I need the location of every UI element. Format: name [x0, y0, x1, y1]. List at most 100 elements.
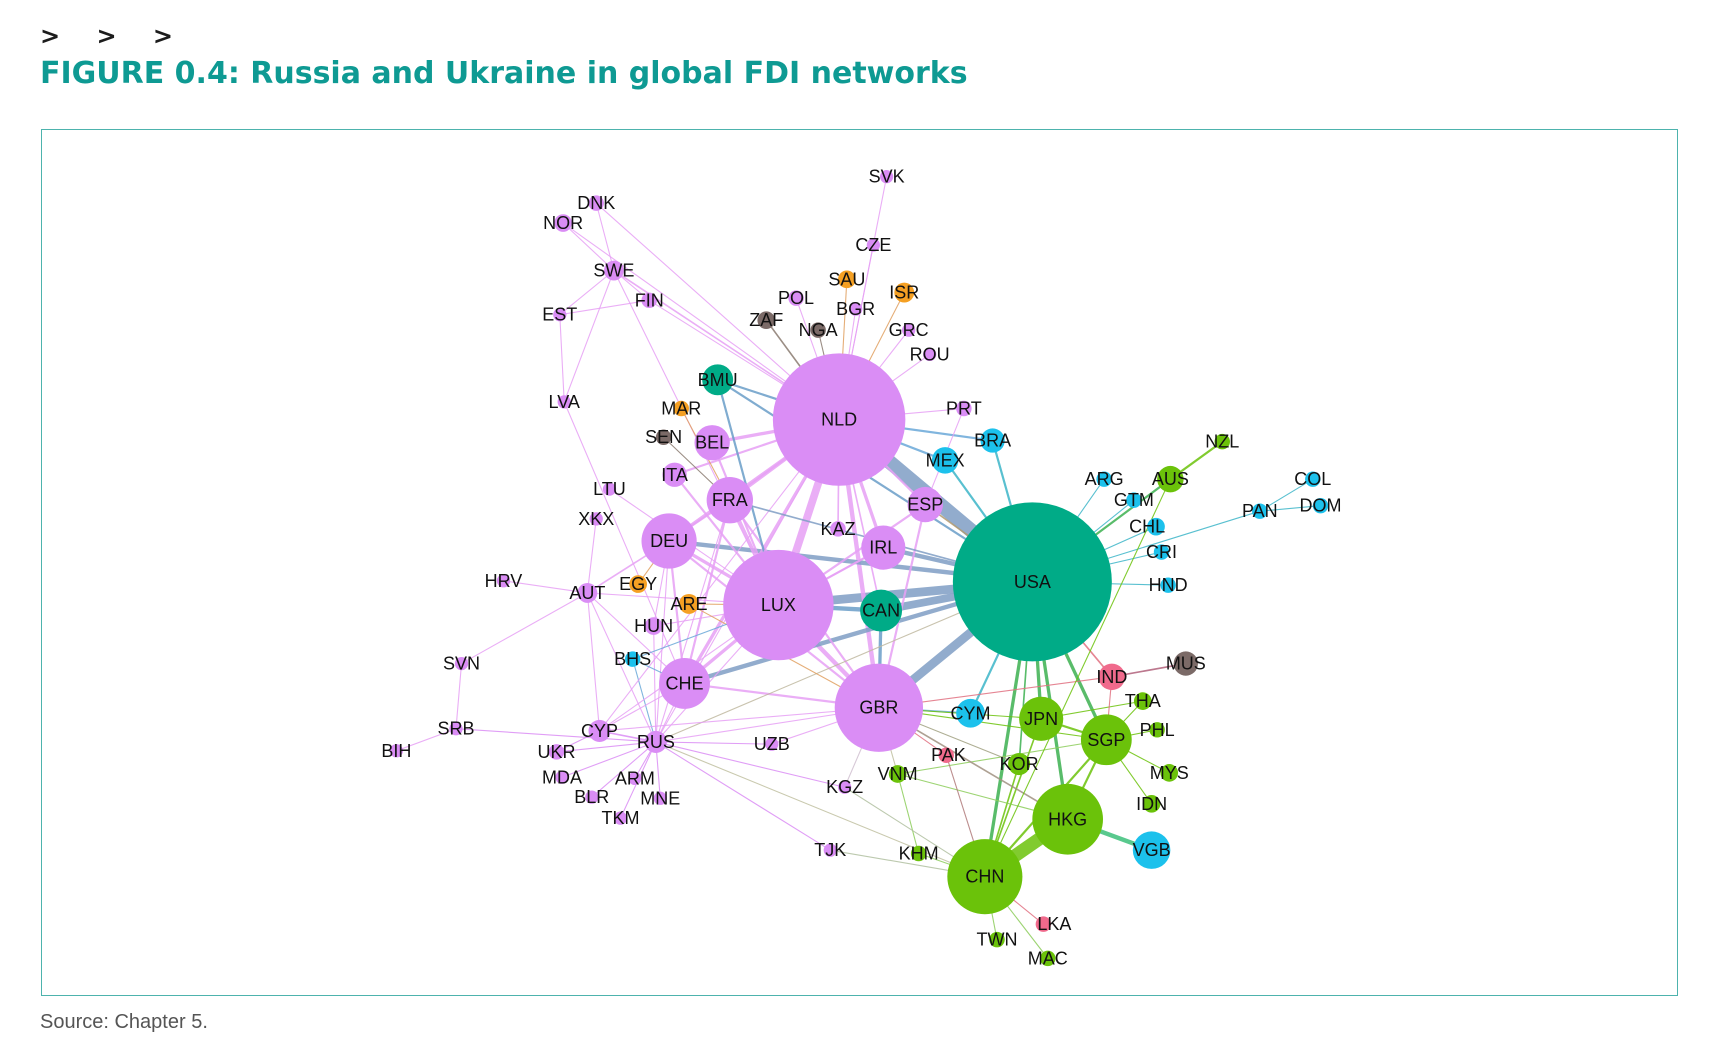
node-zaf[interactable]: [757, 311, 776, 330]
node-ukr[interactable]: [548, 744, 565, 760]
node-svk[interactable]: [879, 170, 894, 184]
node-hun[interactable]: [644, 617, 663, 635]
node-arg[interactable]: [1096, 471, 1112, 487]
node-pol[interactable]: [788, 290, 804, 306]
node-nzl[interactable]: [1214, 433, 1230, 450]
node-kgz[interactable]: [838, 780, 852, 794]
node-isr[interactable]: [894, 282, 915, 303]
node-idn[interactable]: [1142, 794, 1161, 813]
node-bhs[interactable]: [624, 651, 641, 667]
node-uzb[interactable]: [765, 737, 779, 751]
node-hkg[interactable]: [1032, 783, 1104, 855]
node-bmu[interactable]: [702, 364, 734, 396]
node-bgr[interactable]: [849, 302, 863, 316]
node-sgp[interactable]: [1080, 714, 1132, 766]
node-label-can: CAN: [862, 601, 900, 621]
node-bih[interactable]: [389, 744, 404, 758]
node-hrv[interactable]: [496, 574, 511, 588]
node-twn[interactable]: [989, 931, 1005, 948]
node-mac[interactable]: [1040, 950, 1056, 967]
node-mex[interactable]: [931, 447, 959, 474]
node-kor[interactable]: [1008, 753, 1031, 776]
node-nga[interactable]: [810, 322, 826, 338]
node-vnm[interactable]: [888, 765, 907, 783]
node-nor[interactable]: [554, 214, 572, 232]
node-lva[interactable]: [557, 395, 571, 409]
node-chn[interactable]: [947, 839, 1023, 915]
node-ita[interactable]: [662, 462, 687, 487]
node-label-hun: HUN: [634, 616, 673, 636]
node-label-rou: ROU: [910, 344, 950, 364]
node-kaz[interactable]: [830, 521, 846, 537]
node-label-idn: IDN: [1136, 794, 1167, 814]
node-are[interactable]: [679, 594, 699, 614]
node-vgb[interactable]: [1132, 831, 1171, 869]
node-bra[interactable]: [980, 428, 1005, 453]
node-est[interactable]: [553, 308, 567, 322]
node-mda[interactable]: [555, 770, 569, 784]
node-pan[interactable]: [1252, 503, 1268, 519]
node-srb[interactable]: [449, 722, 463, 736]
node-chl[interactable]: [1147, 517, 1165, 536]
node-col[interactable]: [1305, 471, 1321, 487]
node-label-pol: POL: [778, 288, 814, 308]
node-tha[interactable]: [1133, 692, 1152, 710]
node-irl[interactable]: [861, 525, 906, 570]
node-che[interactable]: [659, 658, 710, 709]
node-mys[interactable]: [1160, 764, 1179, 782]
node-fin[interactable]: [641, 292, 657, 309]
node-fra[interactable]: [706, 476, 754, 524]
figure-frame: [41, 129, 1678, 996]
node-pak[interactable]: [938, 747, 954, 763]
node-label-srb: SRB: [437, 719, 474, 739]
node-cyp[interactable]: [588, 719, 611, 742]
node-phl[interactable]: [1149, 722, 1165, 738]
node-cym[interactable]: [956, 698, 985, 728]
node-cri[interactable]: [1153, 544, 1170, 560]
node-ltu[interactable]: [602, 482, 617, 496]
node-can[interactable]: [860, 589, 903, 632]
node-prt[interactable]: [956, 400, 972, 417]
edge-est-fin: [559, 299, 650, 316]
node-xkx[interactable]: [589, 512, 603, 526]
node-tkm[interactable]: [613, 811, 628, 825]
node-mne[interactable]: [653, 791, 667, 805]
node-usa[interactable]: [952, 502, 1112, 662]
node-nld[interactable]: [772, 353, 906, 486]
node-label-jpn: JPN: [1024, 709, 1058, 729]
node-tjk[interactable]: [823, 843, 837, 857]
node-egy[interactable]: [629, 575, 648, 593]
node-svn[interactable]: [454, 656, 469, 671]
node-hnd[interactable]: [1160, 577, 1176, 593]
node-sau[interactable]: [838, 270, 856, 289]
node-aus[interactable]: [1157, 465, 1184, 493]
node-label-kaz: KAZ: [821, 519, 856, 539]
node-ind[interactable]: [1098, 663, 1126, 691]
node-esp[interactable]: [907, 486, 943, 523]
node-gtm[interactable]: [1126, 492, 1142, 508]
node-jpn[interactable]: [1019, 696, 1064, 741]
edge-xkx-aut: [586, 518, 597, 594]
node-cze[interactable]: [866, 238, 880, 252]
node-lka[interactable]: [1035, 916, 1052, 932]
edge-est-swe: [559, 269, 615, 316]
node-aut[interactable]: [577, 582, 598, 603]
node-grc[interactable]: [902, 323, 916, 337]
node-bel[interactable]: [694, 425, 730, 461]
node-label-lux: LUX: [761, 595, 796, 615]
node-gbr[interactable]: [834, 663, 924, 752]
node-rus[interactable]: [644, 730, 667, 754]
node-mar[interactable]: [673, 400, 689, 417]
node-deu[interactable]: [641, 513, 697, 569]
node-khm[interactable]: [910, 845, 927, 862]
node-arm[interactable]: [628, 771, 642, 786]
node-mus[interactable]: [1173, 651, 1198, 676]
node-label-lka: LKA: [1037, 914, 1071, 934]
node-lux[interactable]: [723, 549, 834, 661]
node-dnk[interactable]: [588, 195, 604, 211]
node-blr[interactable]: [585, 790, 599, 804]
node-swe[interactable]: [603, 260, 624, 281]
node-rou[interactable]: [923, 347, 937, 362]
node-sen[interactable]: [655, 429, 672, 445]
node-dom[interactable]: [1312, 497, 1329, 514]
